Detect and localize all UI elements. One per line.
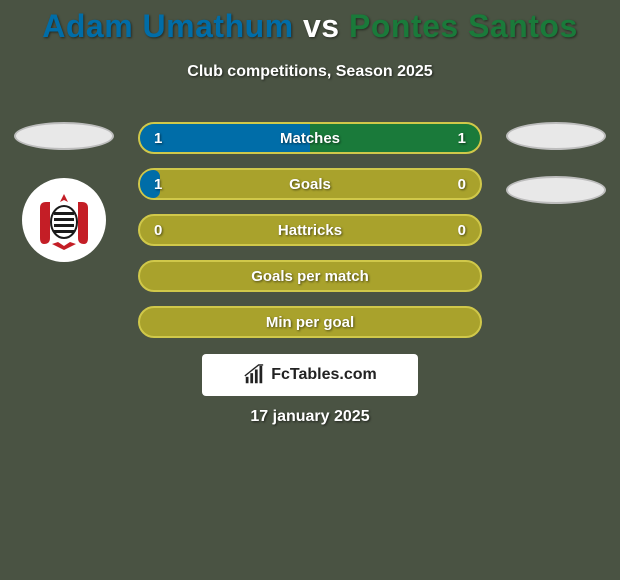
- stat-label: Matches: [280, 130, 340, 147]
- stats-container: 1 Matches 1 1 Goals 0 0 Hattricks 0 Goal…: [138, 122, 482, 352]
- player1-name: Adam Umathum: [42, 8, 293, 44]
- stat-label: Min per goal: [266, 314, 354, 331]
- player2-photo-placeholder: [506, 122, 606, 150]
- stat-left-value: 1: [154, 130, 162, 147]
- corinthians-crest-icon: [32, 188, 96, 252]
- player1-photo-placeholder: [14, 122, 114, 150]
- stat-row-hattricks: 0 Hattricks 0: [138, 214, 482, 246]
- stat-row-matches: 1 Matches 1: [138, 122, 482, 154]
- player2-club-placeholder: [506, 176, 606, 204]
- brand-box[interactable]: FcTables.com: [202, 354, 418, 396]
- bar-chart-icon: [243, 364, 265, 386]
- stat-right-value: 0: [458, 176, 466, 193]
- stat-left-value: 1: [154, 176, 162, 193]
- stat-right-value: 1: [458, 130, 466, 147]
- stat-label: Goals: [289, 176, 331, 193]
- stat-row-min-per-goal: Min per goal: [138, 306, 482, 338]
- vs-text: vs: [303, 8, 340, 44]
- stat-label: Goals per match: [251, 268, 369, 285]
- brand-text: FcTables.com: [271, 366, 377, 384]
- stat-label: Hattricks: [278, 222, 342, 239]
- stat-row-goals-per-match: Goals per match: [138, 260, 482, 292]
- stat-right-value: 0: [458, 222, 466, 239]
- date-text: 17 january 2025: [0, 408, 620, 426]
- stat-left-value: 0: [154, 222, 162, 239]
- player2-name: Pontes Santos: [349, 8, 578, 44]
- comparison-title: Adam Umathum vs Pontes Santos: [0, 0, 620, 45]
- subtitle: Club competitions, Season 2025: [0, 63, 620, 81]
- player1-club-badge: [22, 178, 106, 262]
- stat-row-goals: 1 Goals 0: [138, 168, 482, 200]
